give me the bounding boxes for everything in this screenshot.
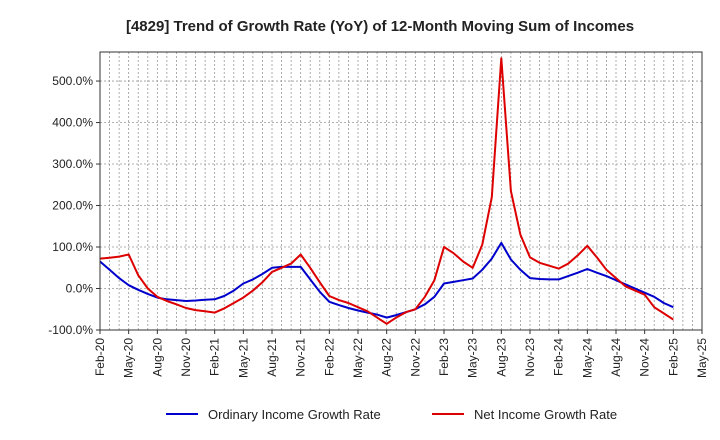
x-tick-label: May-25 [695,338,709,378]
series-line-2 [99,57,674,325]
x-tick-label: Nov-21 [294,338,308,377]
x-tick-label: May-22 [351,338,365,378]
chart-title: [4829] Trend of Growth Rate (YoY) of 12-… [126,18,634,35]
x-tick-label: Feb-20 [93,338,107,376]
x-tick-label: Aug-24 [609,338,623,377]
y-axis: -100.0% 0.0% 100.0% 200.0% 300.0% 400.0% 500.0… [48,74,100,337]
y-tick-label: 400.0% [52,116,93,130]
x-tick-label: Feb-23 [437,338,451,376]
legend-label-2: Net Income Growth Rate [474,407,617,422]
x-tick-label: Aug-21 [265,338,279,377]
x-tick-label: Nov-22 [408,338,422,377]
y-tick-label: 200.0% [52,199,93,213]
x-tick-label: Feb-22 [322,338,336,376]
x-tick-label: Nov-24 [638,338,652,377]
y-tick-label: 500.0% [52,74,93,88]
plot-area-border [99,51,703,331]
y-tick-label: -100.0% [48,323,93,337]
legend: Ordinary Income Growth Rate Net Income Gr… [166,407,617,422]
y-tick-label: 300.0% [52,157,93,171]
x-tick-label: May-24 [580,338,594,378]
x-tick-label: Feb-21 [208,338,222,376]
grid [99,52,703,331]
x-axis: Feb-20 May-20 Aug-20 Nov-20 Feb-21 May-21 Aug-… [93,330,709,378]
x-tick-label: May-20 [122,338,136,378]
series-line-1 [99,241,674,319]
x-tick-label: Aug-20 [150,338,164,377]
legend-label-1: Ordinary Income Growth Rate [208,407,381,422]
y-tick-label: 0.0% [66,282,94,296]
x-tick-label: Aug-23 [494,338,508,377]
x-tick-label: Feb-24 [552,338,566,376]
series-lines [99,57,674,325]
x-tick-label: Nov-20 [179,338,193,377]
x-tick-label: Aug-22 [380,338,394,377]
x-tick-label: May-23 [466,338,480,378]
x-tick-label: Feb-25 [666,338,680,376]
y-tick-label: 100.0% [52,240,93,254]
x-tick-label: Nov-23 [523,338,537,377]
x-tick-label: May-21 [236,338,250,378]
